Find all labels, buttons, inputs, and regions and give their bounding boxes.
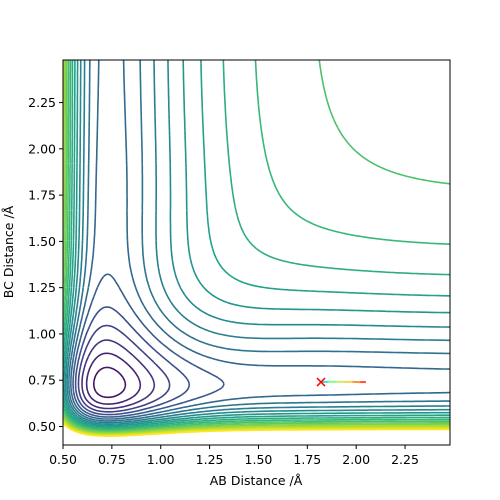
x-tick-label: 0.75 — [98, 452, 126, 467]
x-tick-label: 0.50 — [49, 452, 77, 467]
contour-level-line — [63, 419, 450, 436]
contour-level-line — [63, 60, 450, 429]
x-tick-label: 2.00 — [342, 452, 370, 467]
y-tick-label: 0.75 — [28, 373, 56, 388]
contour-level-line — [72, 273, 225, 418]
contour-level-line — [63, 60, 450, 434]
plot-frame — [62, 59, 451, 446]
y-tick-label: 2.00 — [28, 141, 56, 156]
x-axis-label: AB Distance /Å — [210, 473, 303, 488]
contour-level-line — [63, 60, 450, 433]
contour-level-line — [74, 306, 190, 416]
x-tick-label: 1.75 — [293, 452, 321, 467]
contour-level-line — [68, 60, 450, 422]
contour-level-line — [63, 421, 450, 437]
y-axis-label: BC Distance /Å — [1, 205, 16, 298]
contour-level-line — [93, 366, 127, 399]
contour-level-line — [70, 60, 450, 420]
contour-level-line — [63, 422, 450, 437]
x-tick-label: 1.25 — [196, 452, 224, 467]
y-tick-label: 1.25 — [28, 280, 56, 295]
y-tick-label: 1.75 — [28, 188, 56, 203]
contour-level-line — [63, 60, 450, 431]
y-tick-label: 0.50 — [28, 419, 56, 434]
x-tick-label: 2.25 — [391, 452, 419, 467]
contour-level-line — [63, 60, 450, 428]
contour-lines — [63, 60, 450, 437]
start-marker — [316, 377, 326, 387]
start-marker-stroke — [316, 377, 326, 387]
y-axis-ticks: 0.50 0.75 1.00 1.25 1.50 1.75 2.00 2.25 — [28, 95, 63, 434]
contour-level-line — [85, 352, 142, 405]
contour-level-line — [81, 339, 156, 410]
contour-level-line — [64, 60, 450, 425]
plot-background — [63, 60, 450, 445]
y-tick-label: 1.50 — [28, 234, 56, 249]
y-tick-label: 2.25 — [28, 95, 56, 110]
contour-level-line — [63, 60, 450, 427]
x-tick-label: 1.00 — [147, 452, 175, 467]
contour-level-line — [77, 324, 171, 413]
y-tick-label: 1.00 — [28, 326, 56, 341]
x-axis-ticks: 0.50 0.75 1.00 1.25 1.50 1.75 2.00 2.25 — [49, 445, 419, 467]
contour-level-line — [66, 60, 450, 424]
x-tick-label: 1.50 — [245, 452, 273, 467]
